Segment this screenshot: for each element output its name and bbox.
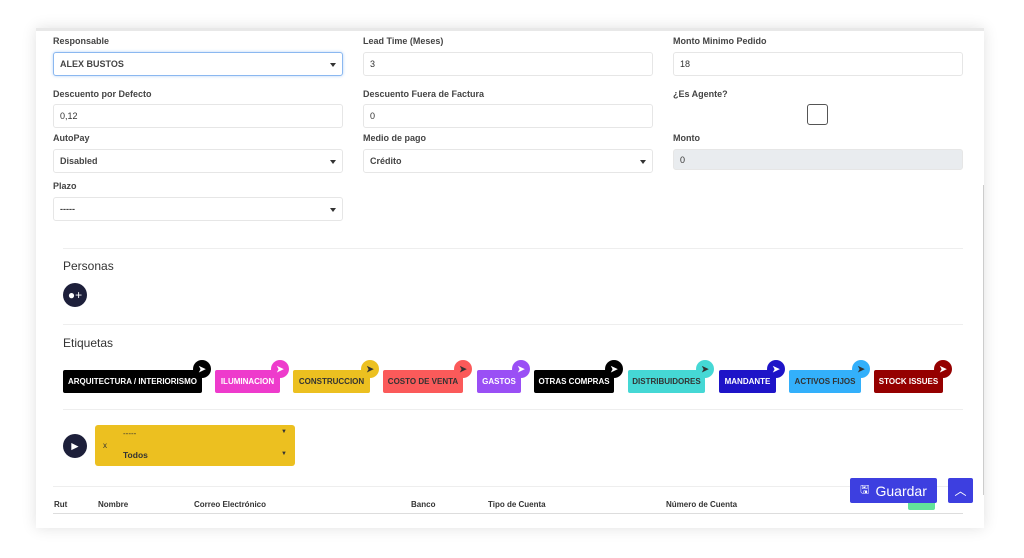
caret-down-icon: ▼: [281, 429, 287, 435]
save-label: Guardar: [875, 482, 927, 499]
tag-iluminacion[interactable]: ILUMINACION ➤: [215, 360, 289, 393]
monto-minimo-label: Monto Minimo Pedido: [673, 36, 767, 46]
tag-distribuidores[interactable]: DISTRIBUIDORES ➤: [628, 360, 714, 393]
tag-label: OTRAS COMPRAS: [538, 377, 610, 386]
filter-select-1[interactable]: ----- ▼: [123, 429, 291, 443]
tag-label: ILUMINACION: [220, 377, 275, 386]
save-icon: 🖫: [860, 484, 870, 496]
lead-time-input[interactable]: 3: [363, 52, 653, 76]
col-numero-cuenta: Número de Cuenta: [666, 500, 738, 509]
col-nombre: Nombre: [98, 500, 129, 509]
col-banco: Banco: [411, 500, 436, 509]
descuento-fuera-input[interactable]: 0: [363, 104, 653, 128]
monto-label: Monto: [673, 133, 700, 143]
add-tag-icon[interactable]: ➤: [193, 360, 211, 378]
es-agente-checkbox[interactable]: [807, 104, 828, 125]
add-tag-icon[interactable]: ➤: [271, 360, 289, 378]
divider: [53, 513, 963, 514]
add-tag-icon[interactable]: ➤: [934, 360, 952, 378]
monto-input: 0: [673, 149, 963, 170]
filter-select-2[interactable]: Todos ▼: [123, 450, 291, 464]
filter-select-1-value: -----: [123, 429, 137, 438]
add-tag-icon[interactable]: ➤: [767, 360, 785, 378]
tag-label: ACTIVOS FIJOS: [794, 377, 856, 386]
filter-remove[interactable]: x: [103, 441, 107, 450]
col-tipo-cuenta: Tipo de Cuenta: [488, 500, 546, 509]
tag-label: STOCK ISSUES: [878, 377, 939, 386]
save-button[interactable]: 🖫 Guardar: [850, 478, 937, 503]
tag-label: DISTRIBUIDORES: [632, 377, 701, 386]
lead-time-label: Lead Time (Meses): [363, 36, 444, 46]
etiquetas-title: Etiquetas: [63, 336, 114, 350]
divider: [63, 324, 963, 325]
add-tag-icon[interactable]: ➤: [512, 360, 530, 378]
es-agente-label: ¿Es Agente?: [673, 89, 728, 99]
plazo-select[interactable]: -----: [53, 197, 343, 221]
tag-mandante[interactable]: MANDANTE ➤: [719, 360, 785, 393]
add-tag-icon[interactable]: ➤: [361, 360, 379, 378]
tag-filter-box: x ----- ▼ Todos ▼: [95, 425, 295, 466]
divider: [63, 248, 963, 249]
divider: [63, 409, 963, 410]
descuento-fuera-label: Descuento Fuera de Factura: [363, 89, 485, 99]
tag-label: ARQUITECTURA / INTERIORISMO: [67, 377, 198, 386]
tag-costo-de-venta[interactable]: COSTO DE VENTA ➤: [383, 360, 472, 393]
autopay-select[interactable]: Disabled: [53, 149, 343, 173]
autopay-label: AutoPay: [53, 133, 90, 143]
tag-construccion[interactable]: CONSTRUCCION ➤: [293, 360, 379, 393]
add-group-icon[interactable]: ●+: [63, 283, 87, 307]
scrollbar[interactable]: [983, 185, 984, 495]
descuento-defecto-label: Descuento por Defecto: [53, 89, 152, 99]
col-rut: Rut: [54, 500, 68, 509]
add-tag-icon[interactable]: ➤: [605, 360, 623, 378]
responsable-label: Responsable: [53, 36, 110, 46]
tag-arquitectura-interiorismo[interactable]: ARQUITECTURA / INTERIORISMO ➤: [63, 360, 211, 393]
medio-pago-select[interactable]: Crédito: [363, 149, 653, 173]
tag-gastos[interactable]: GASTOS ➤: [477, 360, 530, 393]
remove-tag-icon[interactable]: ►: [63, 434, 87, 458]
tag-label: CONSTRUCCION: [298, 377, 365, 386]
monto-minimo-input[interactable]: 18: [673, 52, 963, 76]
scroll-top-button[interactable]: ︿: [948, 478, 973, 503]
tag-label: MANDANTE: [724, 377, 771, 386]
tag-label: COSTO DE VENTA: [387, 377, 459, 386]
tag-activos-fijos[interactable]: ACTIVOS FIJOS ➤: [789, 360, 870, 393]
add-tag-icon[interactable]: ➤: [454, 360, 472, 378]
filter-select-2-value: Todos: [123, 450, 148, 460]
personas-title: Personas: [63, 259, 114, 273]
add-tag-icon[interactable]: ➤: [852, 360, 870, 378]
chevron-up-icon: ︿: [954, 484, 967, 498]
responsable-select[interactable]: ALEX BUSTOS: [53, 52, 343, 76]
add-row-button[interactable]: [908, 500, 935, 510]
add-tag-icon[interactable]: ➤: [696, 360, 714, 378]
tag-label: GASTOS: [482, 377, 516, 386]
tag-stock-issues[interactable]: STOCK ISSUES ➤: [874, 360, 952, 393]
col-correo: Correo Electrónico: [194, 500, 267, 509]
descuento-defecto-input[interactable]: 0,12: [53, 104, 343, 128]
medio-pago-label: Medio de pago: [363, 133, 426, 143]
caret-down-icon: ▼: [281, 451, 287, 457]
divider: [53, 486, 963, 487]
tag-otras-compras[interactable]: OTRAS COMPRAS ➤: [534, 360, 623, 393]
plazo-label: Plazo: [53, 181, 77, 191]
